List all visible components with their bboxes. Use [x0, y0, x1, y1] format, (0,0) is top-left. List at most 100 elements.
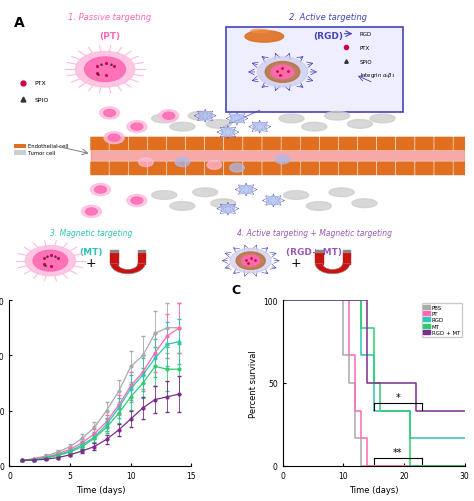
Circle shape: [221, 205, 235, 213]
PBS: [280, 298, 285, 304]
Bar: [343, 253, 350, 265]
FancyBboxPatch shape: [243, 162, 262, 176]
Circle shape: [85, 208, 97, 215]
Ellipse shape: [152, 115, 177, 124]
FancyBboxPatch shape: [319, 162, 338, 176]
Ellipse shape: [245, 32, 283, 43]
FancyBboxPatch shape: [453, 137, 472, 151]
Circle shape: [265, 63, 300, 83]
PT: [280, 298, 285, 304]
Ellipse shape: [251, 30, 269, 34]
Text: *: *: [395, 393, 400, 403]
Bar: [315, 250, 322, 253]
FancyBboxPatch shape: [434, 162, 453, 176]
RGD: [462, 435, 467, 441]
FancyBboxPatch shape: [453, 162, 472, 176]
FancyBboxPatch shape: [128, 162, 147, 176]
MT: [358, 298, 364, 304]
Ellipse shape: [192, 188, 218, 197]
Line: PBS: PBS: [283, 301, 465, 466]
RGD + MT: [413, 380, 419, 386]
Ellipse shape: [206, 120, 231, 129]
Circle shape: [230, 249, 271, 274]
Circle shape: [33, 251, 68, 272]
Circle shape: [242, 256, 260, 267]
FancyBboxPatch shape: [224, 137, 243, 151]
FancyBboxPatch shape: [186, 137, 205, 151]
FancyBboxPatch shape: [262, 137, 281, 151]
FancyBboxPatch shape: [166, 162, 186, 176]
FancyBboxPatch shape: [109, 162, 128, 176]
Line: RGD + MT: RGD + MT: [283, 301, 465, 411]
Ellipse shape: [302, 123, 327, 132]
Ellipse shape: [352, 199, 377, 208]
Circle shape: [127, 121, 147, 133]
Text: (PT): (PT): [99, 32, 120, 41]
PT: [353, 352, 358, 358]
FancyBboxPatch shape: [357, 137, 377, 151]
FancyBboxPatch shape: [205, 162, 224, 176]
Text: Tumor cell: Tumor cell: [27, 151, 55, 155]
MT: [358, 326, 364, 332]
Circle shape: [221, 129, 235, 137]
PT: [365, 463, 370, 469]
RGD: [280, 298, 285, 304]
Circle shape: [84, 58, 126, 82]
Bar: [91, 149, 465, 170]
RGD: [358, 352, 364, 358]
Circle shape: [131, 197, 143, 204]
FancyBboxPatch shape: [128, 137, 147, 151]
Line: RGD: RGD: [283, 301, 465, 438]
FancyBboxPatch shape: [396, 162, 415, 176]
Text: (RGD): (RGD): [313, 32, 343, 41]
RGD: [371, 408, 376, 414]
Legend: PBS, PT, RGD, MT, RGD + MT: PBS, PT, RGD, MT, RGD + MT: [422, 303, 462, 337]
Circle shape: [82, 206, 101, 218]
RGD: [407, 408, 413, 414]
FancyBboxPatch shape: [166, 137, 186, 151]
PT: [365, 435, 370, 441]
Circle shape: [230, 115, 244, 123]
Circle shape: [131, 124, 143, 131]
RGD: [407, 435, 413, 441]
Circle shape: [91, 184, 110, 196]
PBS: [462, 463, 467, 469]
FancyBboxPatch shape: [281, 162, 300, 176]
Circle shape: [275, 156, 290, 164]
Polygon shape: [315, 264, 350, 274]
MT: [407, 463, 413, 469]
Text: 3. Magnetic targeting: 3. Magnetic targeting: [50, 228, 133, 237]
Circle shape: [95, 186, 106, 194]
Ellipse shape: [306, 202, 331, 211]
Circle shape: [175, 158, 190, 167]
Text: Integrin $\alpha_v\beta_3$: Integrin $\alpha_v\beta_3$: [360, 71, 395, 80]
FancyBboxPatch shape: [377, 137, 396, 151]
Ellipse shape: [152, 191, 177, 200]
Text: **: **: [393, 447, 402, 457]
FancyBboxPatch shape: [434, 137, 453, 151]
PBS: [346, 352, 352, 358]
FancyBboxPatch shape: [147, 162, 166, 176]
Text: +: +: [291, 256, 301, 269]
FancyBboxPatch shape: [281, 137, 300, 151]
Bar: [138, 250, 145, 253]
FancyBboxPatch shape: [377, 162, 396, 176]
MT: [371, 380, 376, 386]
Bar: [315, 253, 322, 265]
Circle shape: [75, 52, 135, 88]
FancyBboxPatch shape: [90, 162, 109, 176]
RGD + MT: [462, 408, 467, 414]
FancyBboxPatch shape: [338, 162, 357, 176]
Text: (RGD+ MT): (RGD+ MT): [286, 247, 342, 257]
FancyBboxPatch shape: [226, 28, 403, 112]
Circle shape: [104, 132, 124, 144]
Ellipse shape: [170, 123, 195, 132]
FancyBboxPatch shape: [300, 137, 319, 151]
PT: [358, 408, 364, 414]
MT: [377, 408, 383, 414]
MT: [377, 380, 383, 386]
Text: SPIO: SPIO: [35, 98, 49, 103]
PT: [346, 352, 352, 358]
PBS: [346, 380, 352, 386]
Ellipse shape: [283, 191, 309, 200]
